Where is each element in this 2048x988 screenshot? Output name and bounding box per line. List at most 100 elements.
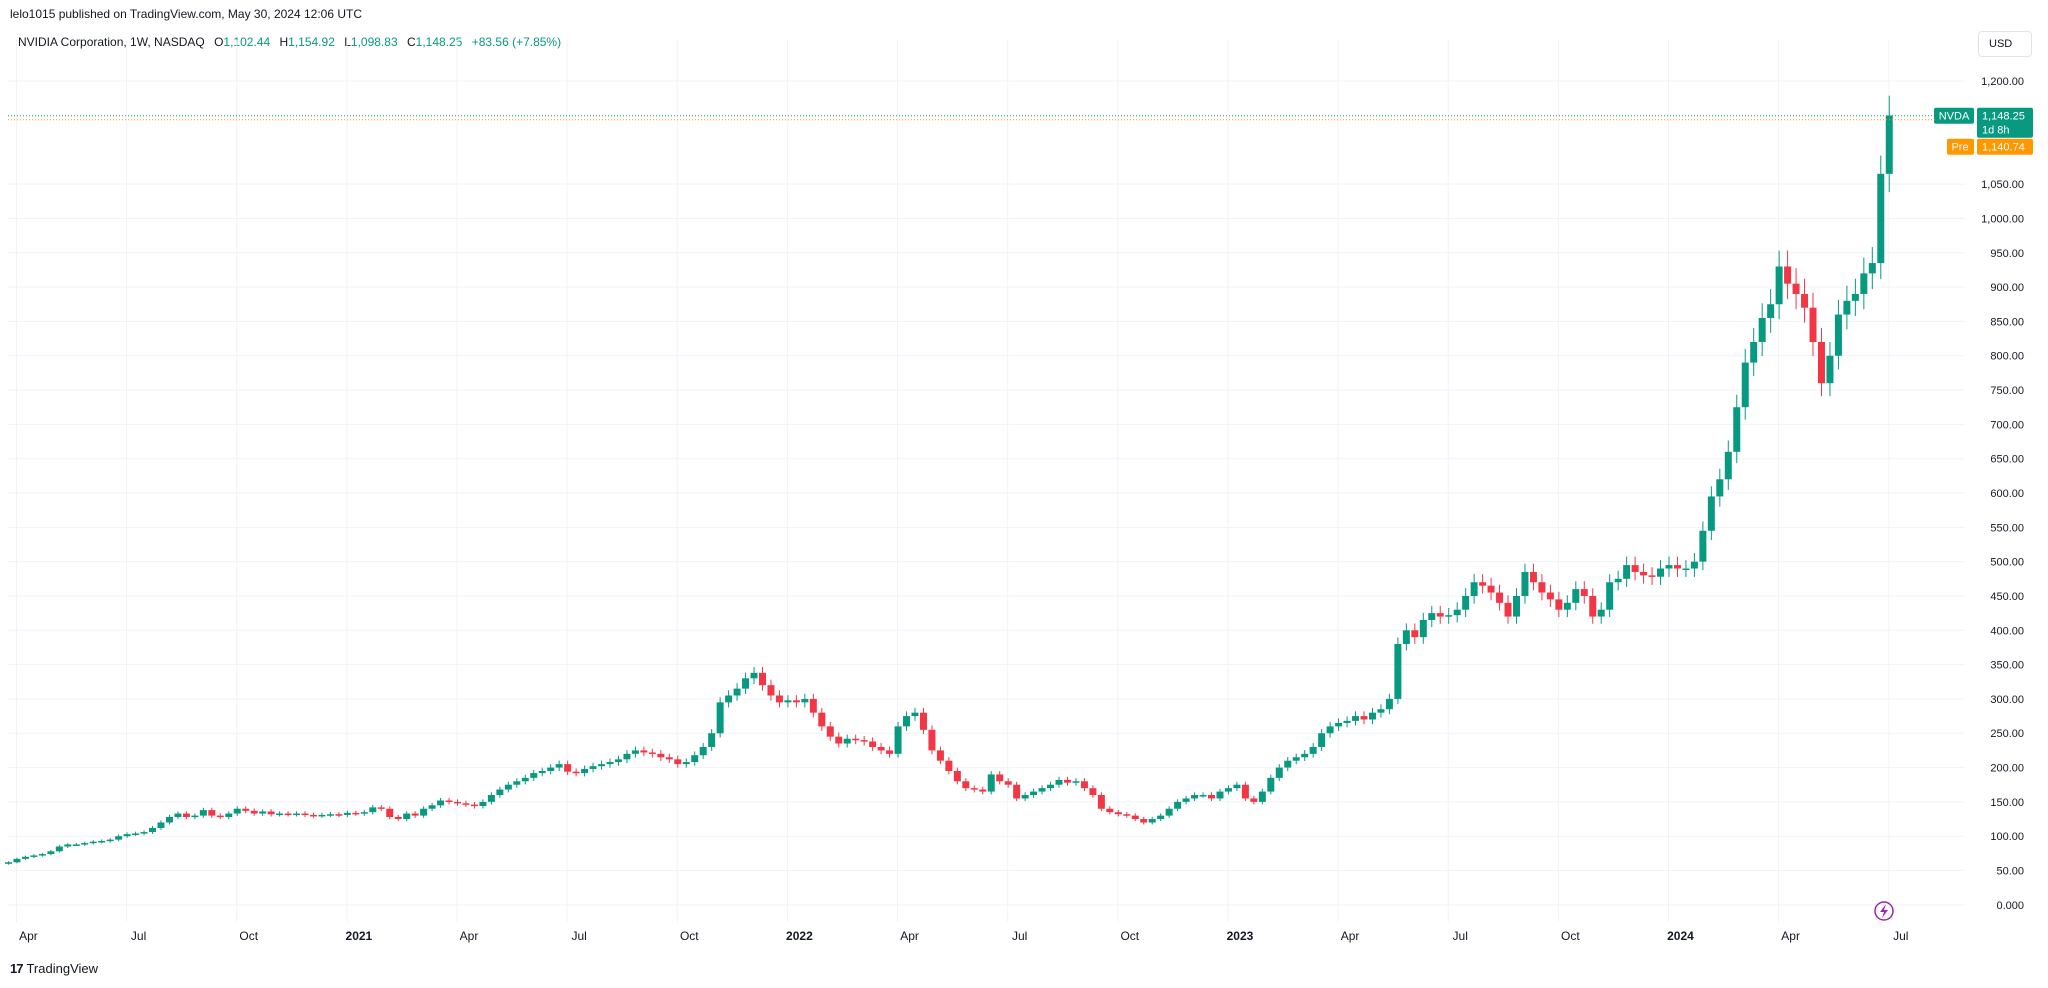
candle-body: [987, 774, 995, 792]
candle-body: [538, 770, 546, 774]
candle-body: [970, 788, 978, 790]
candle-body: [1792, 283, 1800, 294]
candle-body: [1631, 565, 1639, 572]
candle-body: [1784, 266, 1792, 284]
candle-body: [1377, 709, 1385, 713]
candle-body: [699, 746, 707, 756]
y-tick-label: 850.00: [1990, 316, 2024, 328]
candle-body: [860, 740, 868, 742]
candle-body: [208, 810, 216, 816]
candle-body: [1038, 788, 1046, 792]
candle-body: [1572, 589, 1580, 603]
candle-body: [682, 762, 690, 765]
candle-body: [1174, 801, 1182, 809]
y-tick-label: 550.00: [1990, 522, 2024, 534]
candle-body: [267, 811, 275, 815]
candle-body: [470, 804, 478, 807]
candle-body: [1606, 582, 1614, 610]
price-axis[interactable]: 0.000 50.00 100.00 150.00 200.00 250.00 300.00…: [1981, 76, 2024, 912]
symbol-tag-label: NVDA: [1939, 111, 1970, 123]
y-tick-label: 300.00: [1990, 694, 2024, 706]
y-tick-label: 900.00: [1990, 282, 2024, 294]
candle-body: [903, 716, 911, 727]
candle-body: [1673, 565, 1681, 569]
candle-body: [199, 810, 207, 816]
candle-body: [1114, 812, 1122, 815]
y-tick-label: 1,050.00: [1981, 179, 2024, 191]
candle-body: [1640, 571, 1648, 576]
candle-body: [1394, 644, 1402, 699]
candle-body: [648, 752, 656, 754]
candle-body: [598, 764, 606, 767]
candle-body: [869, 741, 877, 747]
legend-low-value: 1,098.83: [350, 35, 398, 49]
candle-body: [225, 813, 233, 817]
price-tags: NVDA 1,148.25 1d 8h Pre 1,140.74: [1934, 107, 2033, 155]
candle-body: [1224, 788, 1232, 792]
candle-body: [614, 759, 622, 763]
candle-body: [936, 750, 944, 761]
candle-body: [106, 839, 114, 842]
candle-body: [454, 801, 462, 804]
candle-body: [1775, 266, 1783, 305]
candle-body: [1750, 342, 1758, 363]
candle-body: [1063, 779, 1071, 783]
candle-body: [1538, 582, 1546, 593]
candle-body: [132, 833, 140, 835]
candle-body: [326, 814, 334, 816]
candle-body: [259, 811, 267, 814]
publish-info: lelo1015 published on TradingView.com, M…: [10, 7, 363, 21]
candle-body: [1182, 798, 1190, 802]
x-tick-label: Jul: [131, 929, 146, 943]
candle-body: [1453, 609, 1461, 616]
candle-body: [360, 812, 368, 814]
candle-body: [1885, 115, 1893, 174]
y-tick-label: 800.00: [1990, 351, 2024, 363]
candle-body: [1267, 777, 1275, 792]
candle-body: [1724, 451, 1732, 480]
lightning-icon[interactable]: [1874, 901, 1894, 921]
candle-body: [1462, 595, 1470, 610]
candle-body: [1487, 585, 1495, 593]
x-tick-label: Apr: [900, 929, 919, 943]
candle-body: [1496, 592, 1504, 603]
candle-body: [1258, 791, 1266, 802]
candle-body: [809, 698, 817, 713]
candle-body: [157, 822, 165, 828]
candle-body: [665, 757, 673, 760]
candle-body: [72, 844, 80, 846]
candle-body: [1690, 561, 1698, 569]
candle-body: [521, 777, 529, 782]
candle-body: [284, 813, 292, 816]
x-tick-label: Apr: [460, 929, 479, 943]
candle-body: [640, 750, 648, 753]
time-axis[interactable]: Apr Jul Oct 2021 Apr Jul Oct 2022 Apr Jul Oct 2023 A…: [19, 929, 1908, 943]
candle-body: [13, 858, 21, 863]
candle-body: [1589, 595, 1597, 617]
candle-body: [293, 813, 301, 816]
candle-body: [1868, 263, 1876, 274]
candle-body: [945, 760, 953, 771]
x-tick-label: 2023: [1227, 929, 1254, 943]
candle-body: [420, 808, 428, 816]
candle-body: [1030, 791, 1038, 796]
candle-body: [1860, 273, 1868, 294]
candle-body: [1385, 698, 1393, 710]
candle-body: [1699, 530, 1707, 562]
currency-button[interactable]: USD: [1978, 31, 2032, 57]
candle-body: [928, 729, 936, 751]
y-tick-label: 450.00: [1990, 591, 2024, 603]
candle-body: [1284, 760, 1292, 768]
candle-body: [1097, 795, 1105, 809]
symbol-tag-bg: [1934, 107, 1974, 124]
candle-body: [335, 814, 343, 816]
candle-body: [309, 814, 317, 817]
x-tick-label: Oct: [1561, 929, 1580, 943]
y-tick-label: 400.00: [1990, 625, 2024, 637]
candle-body: [174, 813, 182, 817]
candle-body: [496, 789, 504, 796]
candle-body: [835, 736, 843, 744]
candle-body: [1851, 293, 1859, 301]
candle-body: [1479, 582, 1487, 586]
